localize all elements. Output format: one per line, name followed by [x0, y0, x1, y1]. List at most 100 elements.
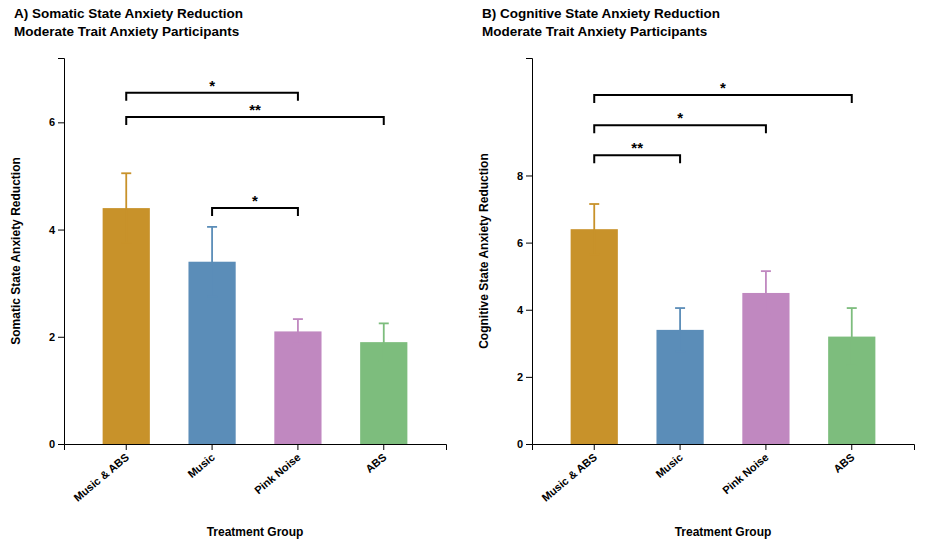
- error-line: [383, 323, 385, 361]
- y-tick: 0: [517, 438, 532, 450]
- tick-label: 6: [49, 116, 55, 128]
- bracket: [594, 125, 766, 133]
- tick-label: 2: [517, 371, 523, 383]
- tick-label: ABS: [831, 451, 857, 475]
- error-cap: [761, 270, 771, 272]
- error-cap: [379, 322, 389, 324]
- error-bar: [293, 319, 303, 344]
- panel: 02468Music & ABSMusicPink NoiseABS****B)…: [477, 6, 915, 539]
- y-axis-title: Cognitive State Anxiety Reduction: [477, 153, 491, 349]
- error-line: [765, 271, 767, 315]
- axis-line: [65, 445, 447, 451]
- tick-mark: [526, 310, 532, 311]
- y-tick: 4: [49, 224, 64, 236]
- tick-mark: [526, 444, 532, 445]
- error-bar: [379, 323, 389, 361]
- tick-label: 6: [517, 237, 523, 249]
- error-cap: [207, 226, 217, 228]
- x-axis-title: Treatment Group: [207, 525, 304, 539]
- error-bar: [761, 271, 771, 315]
- bar: [103, 208, 150, 444]
- axis-line: [526, 59, 533, 445]
- tick-mark: [594, 444, 595, 450]
- tick-mark: [526, 377, 532, 378]
- panel: 0246Music & ABSMusicPink NoiseABS****A) …: [9, 6, 447, 539]
- plot-area: [571, 204, 876, 444]
- x-axis: Music & ABS Music Pink Noise ABS: [65, 444, 447, 504]
- bracket: [212, 208, 298, 216]
- error-line: [297, 319, 299, 344]
- x-tick: Pink Noise: [252, 444, 303, 496]
- tick-label: 2: [49, 331, 55, 343]
- subtitle: Moderate Trait Anxiety Participants: [14, 24, 239, 39]
- error-cap: [589, 253, 599, 255]
- tick-mark: [58, 444, 64, 445]
- error-bar: [121, 173, 131, 243]
- error-cap: [761, 314, 771, 316]
- error-bar: [207, 227, 217, 297]
- error-cap: [293, 318, 303, 320]
- tick-mark: [297, 444, 298, 450]
- y-tick: 6: [517, 237, 532, 249]
- y-tick: 2: [517, 371, 532, 383]
- tick-label: Music & ABS: [539, 451, 599, 504]
- y-axis-title: Somatic State Anxiety Reduction: [9, 157, 23, 345]
- title: B) Cognitive State Anxiety Reduction: [482, 6, 720, 21]
- bracket-label: *: [252, 192, 258, 209]
- bracket-label: *: [720, 79, 726, 96]
- x-axis: Music & ABS Music Pink Noise ABS: [533, 444, 915, 504]
- tick-label: ABS: [363, 451, 389, 475]
- error-cap: [675, 351, 685, 353]
- error-cap: [121, 172, 131, 174]
- x-tick: Music: [185, 444, 217, 480]
- y-tick: 6: [49, 116, 64, 128]
- tick-label: Music: [185, 451, 217, 480]
- significance-brackets: ****: [126, 77, 384, 216]
- x-axis-title: Treatment Group: [675, 525, 772, 539]
- error-bar: [589, 204, 599, 254]
- error-line: [125, 173, 127, 243]
- error-cap: [675, 307, 685, 309]
- tick-mark: [58, 337, 64, 338]
- tick-label: 8: [517, 169, 523, 181]
- significance-brackets: ****: [594, 79, 852, 163]
- bracket-label: **: [631, 139, 643, 156]
- tick-label: Music & ABS: [71, 451, 131, 504]
- tick-mark: [126, 444, 127, 450]
- bar: [274, 331, 321, 444]
- x-tick: Music & ABS: [539, 444, 599, 504]
- y-axis: 0 2 4 6: [49, 59, 65, 451]
- error-bar: [675, 308, 685, 352]
- figure: 0246Music & ABSMusicPink NoiseABS****A) …: [0, 0, 936, 548]
- tick-mark: [58, 230, 64, 231]
- axis-line: [533, 445, 915, 451]
- x-tick: ABS: [363, 444, 389, 475]
- bar: [571, 229, 618, 444]
- bracket: [594, 95, 852, 103]
- bracket-label: *: [677, 109, 683, 126]
- error-cap: [589, 203, 599, 205]
- tick-mark: [680, 444, 681, 450]
- tick-label: 0: [49, 438, 55, 450]
- error-bar: [847, 308, 857, 365]
- tick-mark: [526, 175, 532, 176]
- tick-mark: [765, 444, 766, 450]
- tick-label: 4: [49, 224, 56, 236]
- axis-line: [58, 59, 65, 445]
- error-cap: [121, 242, 131, 244]
- tick-mark: [58, 122, 64, 123]
- error-cap: [293, 343, 303, 345]
- bracket: [594, 155, 680, 163]
- tick-mark: [851, 444, 852, 450]
- plot-area: [103, 173, 408, 444]
- error-line: [593, 204, 595, 254]
- tick-label: Music: [653, 451, 685, 480]
- tick-mark: [212, 444, 213, 450]
- tick-label: 4: [517, 304, 524, 316]
- tick-label: Pink Noise: [252, 451, 303, 496]
- y-tick: 2: [49, 331, 64, 343]
- tick-mark: [383, 444, 384, 450]
- subtitle: Moderate Trait Anxiety Participants: [482, 24, 707, 39]
- tick-label: Pink Noise: [720, 451, 771, 496]
- y-tick: 4: [517, 304, 532, 316]
